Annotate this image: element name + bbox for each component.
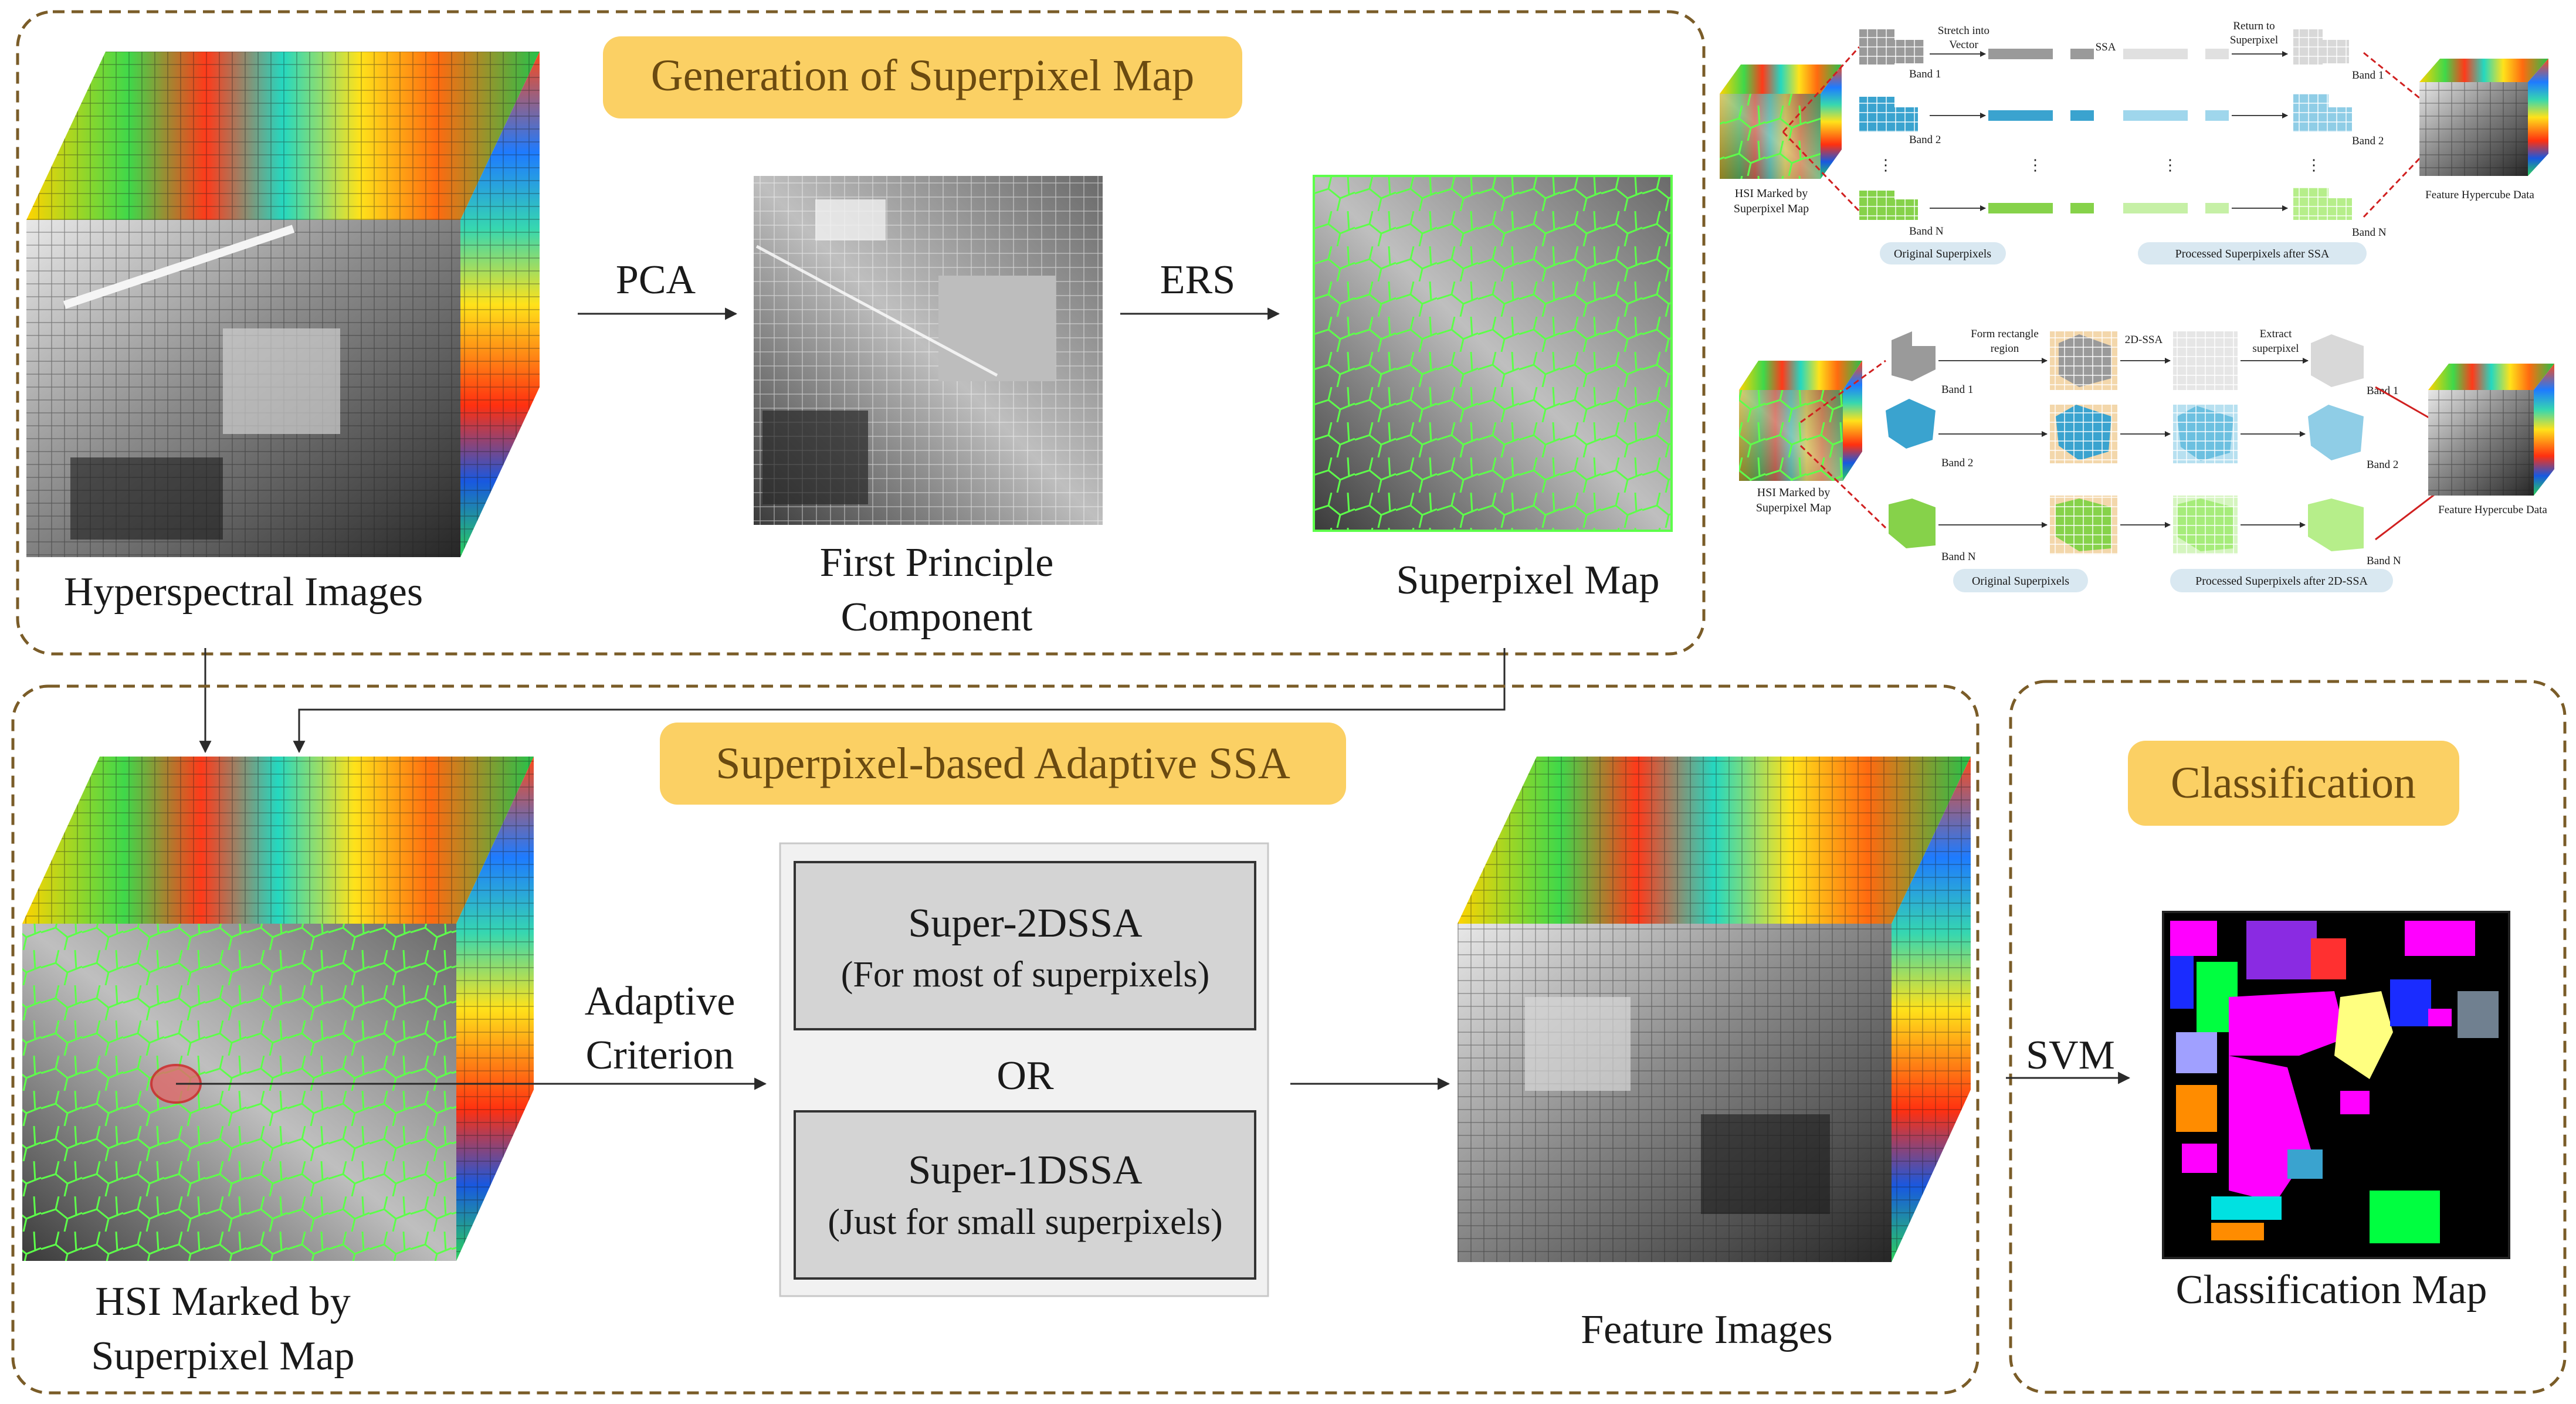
svg-text:Band 1: Band 1: [1941, 384, 1973, 396]
classification-map-label: Classification Map: [2176, 1267, 2487, 1313]
first-principle-component-image: [754, 176, 1103, 525]
svg-text:⋮: ⋮: [2306, 157, 2321, 174]
panel-generation-title-bg: [603, 36, 1242, 118]
superpixel-map-label: Superpixel Map: [1396, 558, 1659, 603]
detail2-hsi-line1: HSI Marked by: [1757, 486, 1830, 499]
svm-label: SVM: [2026, 1033, 2115, 1078]
hsi-label: Hyperspectral Images: [64, 569, 423, 615]
detail1-hsi-line2: Superpixel Map: [1734, 202, 1809, 215]
detail-2dssa: HSI Marked by Superpixel Map Band 1 Band…: [1739, 328, 2554, 592]
detail2-form-line1: Form rectangle: [1971, 328, 2039, 340]
detail1-return-line1: Return to: [2233, 20, 2275, 32]
option-2dssa-line2: (For most of superpixels): [841, 955, 1210, 995]
svg-text:Band 2: Band 2: [2352, 135, 2384, 147]
svg-text:⋮: ⋮: [2028, 157, 2043, 174]
detail1-feature-label: Feature Hypercube Data: [2425, 189, 2534, 201]
criterion-line2: Criterion: [586, 1033, 734, 1078]
detail1-stretch-line1: Stretch into: [1938, 25, 1989, 37]
panel-generation-border: [16, 10, 1706, 656]
pc-label-line2: Component: [841, 595, 1033, 640]
pca-label: PCA: [616, 257, 696, 303]
option-1dssa-line2: (Just for small superpixels): [828, 1202, 1222, 1242]
superpixel-down-arrow: [293, 648, 1506, 754]
detail1-return-line2: Superpixel: [2230, 34, 2278, 46]
or-label: OR: [996, 1053, 1054, 1098]
detail1-stretch-line2: Vector: [1949, 39, 1978, 51]
svg-text:Band 1: Band 1: [2352, 69, 2384, 82]
option-1dssa-box: [794, 1110, 1256, 1280]
feature-images-cube: [1458, 757, 1971, 1262]
detail2-feature-label: Feature Hypercube Data: [2438, 504, 2547, 516]
option-1dssa-line1: Super-1DSSA: [908, 1148, 1143, 1193]
detail2-extract-line1: Extract: [2260, 328, 2293, 340]
svg-text:Band N: Band N: [2352, 226, 2387, 239]
hsi-marked-line1: HSI Marked by: [95, 1279, 350, 1324]
option-2dssa-box: [794, 861, 1256, 1030]
detail1-ssa: SSA: [2096, 41, 2116, 53]
hsi-marked-line2: Superpixel Map: [91, 1334, 354, 1379]
panel-classification-border: [2009, 680, 2567, 1394]
pc-label-line1: First Principle: [820, 540, 1054, 585]
detail1-bandN: Band N: [1909, 225, 1944, 238]
criterion-line1: Adaptive: [585, 979, 735, 1024]
option-2dssa-line1: Super-2DSSA: [908, 901, 1143, 946]
detail1-band1: Band 1: [1909, 68, 1941, 80]
svg-text:Band N: Band N: [1941, 551, 1976, 563]
panel-classification-title-bg: [2128, 741, 2459, 826]
detail2-hsi-line2: Superpixel Map: [1756, 501, 1831, 514]
svg-text:Band 2: Band 2: [1941, 457, 1973, 469]
svg-text:⋮: ⋮: [1878, 157, 1893, 174]
detail2-form-line2: region: [1991, 342, 2019, 355]
detail2-extract-line2: superpixel: [2252, 342, 2299, 355]
panel-ssa-title: Superpixel-based Adaptive SSA: [716, 739, 1290, 788]
detail-1dssa: HSI Marked by Superpixel Map Band 1 Band…: [1720, 20, 2548, 264]
detail1-band2: Band 2: [1909, 134, 1941, 146]
ers-label: ERS: [1160, 257, 1235, 303]
panel-ssa-title-bg: [660, 723, 1346, 805]
detail2-original-pill: Original Superpixels: [1972, 575, 2069, 588]
svg-text:Band N: Band N: [2367, 555, 2401, 567]
superpixel-map-image: [1313, 175, 1673, 532]
detail1-hsi-line1: HSI Marked by: [1735, 187, 1808, 200]
classification-map: [2162, 911, 2510, 1259]
panel-classification-title: Classification: [2171, 758, 2416, 808]
detail1-original-pill: Original Superpixels: [1894, 247, 1991, 260]
svg-text:Band 2: Band 2: [2367, 459, 2398, 471]
detail2-processed-pill: Processed Superpixels after 2D-SSA: [2195, 575, 2368, 588]
hsi-cube: [26, 52, 540, 557]
svg-text:⋮: ⋮: [2163, 157, 2178, 174]
detail2-ssa: 2D-SSA: [2125, 334, 2163, 346]
panel-ssa-border: [11, 684, 1980, 1395]
feature-images-label: Feature Images: [1581, 1307, 1833, 1352]
panel-generation-title: Generation of Superpixel Map: [651, 51, 1195, 100]
detail1-processed-pill: Processed Superpixels after SSA: [2175, 247, 2330, 260]
hsi-marked-cube: [22, 757, 534, 1261]
